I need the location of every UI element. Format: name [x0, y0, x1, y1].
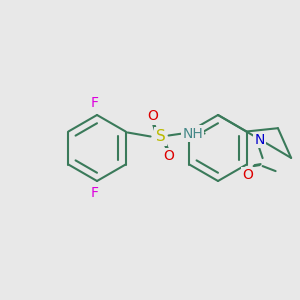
Text: O: O — [242, 168, 253, 182]
Text: O: O — [147, 110, 158, 124]
Text: S: S — [156, 129, 166, 144]
Text: NH: NH — [182, 127, 203, 140]
Text: N: N — [254, 133, 265, 147]
Text: F: F — [91, 186, 99, 200]
Text: F: F — [91, 96, 99, 110]
Text: O: O — [163, 149, 174, 164]
